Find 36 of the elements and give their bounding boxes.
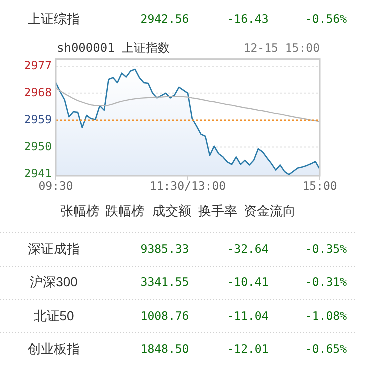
- y-tick-label: 2950: [24, 139, 52, 154]
- text: 成交额: [152, 203, 192, 218]
- text: -12.01: [227, 342, 269, 356]
- text: 9385.33: [140, 242, 190, 256]
- text: -32.64: [227, 242, 269, 256]
- text: -0.65%: [305, 342, 348, 356]
- text: 2942.56: [140, 12, 190, 26]
- text: 跌幅榜: [106, 203, 144, 218]
- y-tick-label: 2959: [24, 112, 52, 126]
- text: 深证成指: [28, 241, 80, 256]
- text: -0.31%: [305, 275, 348, 290]
- y-tick-label: 2941: [24, 166, 52, 180]
- x-tick-label: 11:30/13:00: [150, 179, 226, 194]
- x-tick-label: 15:00: [302, 179, 338, 194]
- text: 北证50: [34, 308, 74, 324]
- text: -0.35%: [305, 242, 348, 256]
- x-tick-label: 09:30: [38, 179, 74, 194]
- line-series: [55, 88, 321, 122]
- text: 创业板指: [28, 341, 80, 356]
- text: -0.56%: [305, 12, 348, 26]
- text: 资金流向: [244, 203, 296, 218]
- text: -16.43: [227, 12, 269, 26]
- y-tick-label: 2977: [24, 58, 52, 73]
- y-tick-label: 2968: [24, 86, 52, 100]
- chart-subtitle: 12-15 15:00: [244, 41, 320, 55]
- text: -10.41: [227, 275, 269, 290]
- text: -1.08%: [305, 309, 348, 324]
- text: 换手率: [198, 203, 238, 218]
- chart-title: sh000001 上证指数: [57, 41, 170, 55]
- text: -11.04: [227, 309, 269, 324]
- text: 上证综指: [28, 11, 80, 26]
- text: 沪深300: [30, 274, 78, 290]
- text: 3341.55: [140, 275, 190, 290]
- text: 1008.76: [140, 309, 190, 324]
- text: 1848.50: [140, 342, 190, 356]
- text: 张幅榜: [60, 203, 100, 218]
